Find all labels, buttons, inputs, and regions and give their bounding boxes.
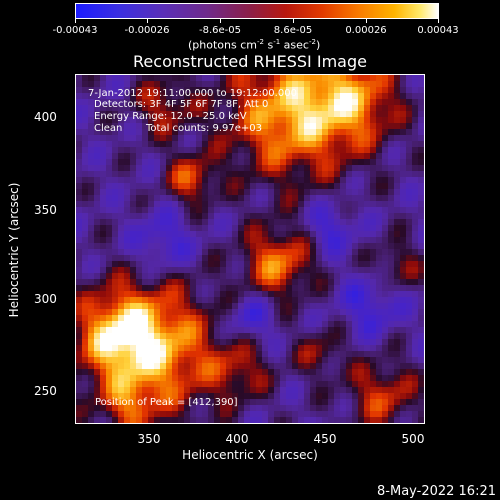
- colorbar-tick-label: 8.6e-05: [273, 25, 313, 36]
- colorbar-units: (photons cm-2 s-1 asec-2): [188, 38, 321, 52]
- y-axis-label: Heliocentric Y (arcsec): [7, 182, 21, 318]
- colorbar-tick: [147, 19, 148, 23]
- colorbar-tick-label: -0.00043: [52, 25, 98, 36]
- colorbar-tick: [293, 19, 294, 23]
- colorbar-tick-label: 0.00026: [345, 25, 387, 36]
- clean-label: Clean: [94, 123, 123, 134]
- x-tick-label: 450: [313, 432, 337, 446]
- timestamp-footer: 8-May-2022 16:21: [377, 484, 496, 499]
- y-tick-label: 250: [34, 384, 57, 398]
- energy-range-label: Energy Range: 12.0 - 25.0 keV: [94, 111, 247, 122]
- detectors-label: Detectors: 3F 4F 5F 6F 7F 8F, Att 0: [94, 99, 269, 110]
- colorbar-tick: [75, 19, 76, 23]
- total-counts-label: Total counts: 9.97e+03: [146, 123, 263, 134]
- time-range-label: 7-Jan-2012 19:11:00.000 to 19:12:00.000: [88, 88, 297, 99]
- y-tick-label: 400: [34, 110, 57, 124]
- x-tick-label: 400: [225, 432, 249, 446]
- colorbar-tick: [220, 19, 221, 23]
- x-tick-label: 500: [401, 432, 425, 446]
- colorbar-tick-label: -0.00026: [124, 25, 170, 36]
- rhessi-image-map: [75, 74, 425, 424]
- plot-title: Reconstructed RHESSI Image: [133, 52, 367, 71]
- colorbar-tick: [366, 19, 367, 23]
- peak-position-label: Position of Peak = [412,390]: [95, 397, 238, 408]
- colorbar-tick-label: 0.00043: [417, 25, 459, 36]
- colorbar-tick-label: -8.6e-05: [199, 25, 241, 36]
- heatmap-canvas: [76, 75, 424, 423]
- y-tick-label: 300: [34, 292, 57, 306]
- colorbar: [75, 3, 439, 19]
- x-axis-label: Heliocentric X (arcsec): [182, 448, 318, 462]
- x-tick-label: 350: [137, 432, 161, 446]
- colorbar-tick: [438, 19, 439, 23]
- y-tick-label: 350: [34, 203, 57, 217]
